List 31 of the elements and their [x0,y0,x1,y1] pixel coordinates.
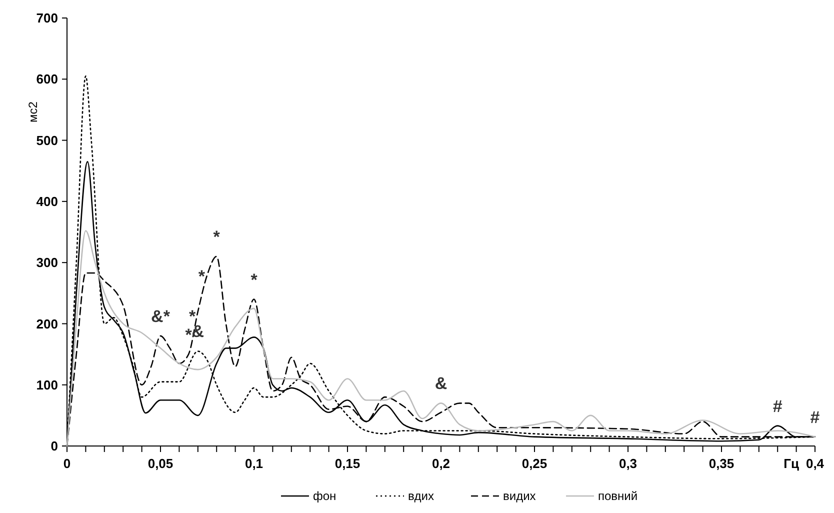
annotation: * [213,227,220,246]
x-tick-label: 0,1 [244,456,264,471]
legend-label: вдих [408,489,434,504]
annotation: * [250,270,258,290]
x-tick-label: 0,4 [806,456,825,471]
annotation: * [198,267,206,286]
y-tick-label: 0 [50,438,58,454]
annotation: # [772,396,783,416]
x-tick-label: 0,05 [148,456,174,471]
annotation: & [434,374,448,394]
x-tick-label: 0,35 [708,456,734,471]
annotation: * [185,325,192,344]
y-tick-label: 100 [36,377,58,392]
x-tick-label: 0,2 [432,456,450,471]
annotation: &* [151,306,170,326]
y-tick-label: 400 [36,194,58,209]
y-tick-label: 700 [36,10,58,26]
x-tick-label: 0 [63,456,71,471]
y-tick-label: 600 [36,72,58,87]
x-axis-title: Гц [784,456,799,471]
y-tick-label: 300 [36,255,58,270]
legend-label: повний [598,489,638,504]
annotation: # [810,408,820,427]
x-tick-label: 0,3 [618,456,638,471]
y-axis-title: мс2 [26,101,40,122]
y-tick-label: 200 [36,316,58,332]
x-tick-label: 0,25 [522,456,548,471]
x-tick-label: 0,15 [334,456,360,471]
y-tick-label: 500 [36,132,58,148]
legend-label: фон [313,489,336,504]
legend-label: видих [503,489,536,504]
